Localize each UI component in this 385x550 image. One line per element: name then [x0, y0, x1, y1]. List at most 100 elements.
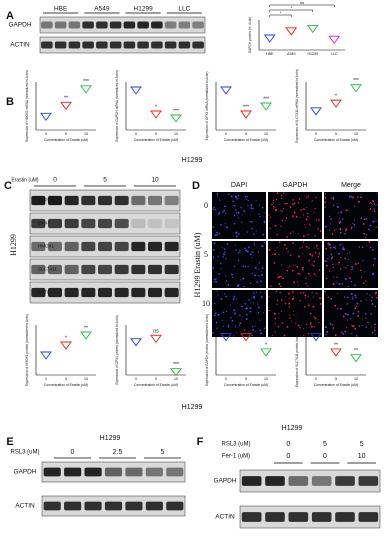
y-axis-title: Expression of GPX4 protein (normalized t…	[115, 315, 119, 384]
cell-dot	[342, 218, 344, 220]
y-axis-title: Expression of GAPDH mRNA (normalized to …	[115, 70, 119, 142]
cell-dot	[246, 313, 248, 316]
cell-dot	[342, 315, 345, 318]
cell-dot	[280, 210, 282, 212]
cell-dot	[213, 302, 216, 304]
blot-band	[31, 195, 46, 206]
blot-band	[98, 264, 112, 275]
cell-dot	[275, 290, 278, 293]
cell-dot	[235, 231, 237, 234]
cell-dot	[313, 326, 316, 328]
cell-dot	[375, 220, 377, 222]
cell-dot	[362, 282, 365, 285]
cell-dot	[259, 204, 261, 206]
x-axis-title: Concentration of Erastin (uM)	[44, 138, 88, 142]
cell-dot	[368, 241, 371, 244]
micrograph	[212, 192, 266, 239]
cell-dot	[370, 299, 372, 302]
cell-dot	[248, 299, 250, 301]
cell-dot	[350, 292, 353, 295]
cell-dot	[339, 231, 342, 234]
cell-dot	[361, 318, 363, 320]
violin	[130, 86, 142, 95]
cell-dot	[369, 224, 372, 227]
x-tick-label: 5	[245, 132, 247, 136]
cell-dot	[283, 334, 286, 337]
cell-dot	[372, 249, 374, 251]
cell-dot	[289, 317, 291, 319]
cell-dot	[272, 206, 275, 208]
blot-band	[81, 218, 96, 229]
blot-band	[137, 21, 149, 29]
cell-dot	[364, 313, 367, 315]
cell-dot	[337, 308, 339, 310]
cell-dot	[296, 281, 299, 283]
cell-dot	[281, 322, 283, 324]
dose-label: 5	[103, 177, 107, 184]
cell-dot	[365, 326, 368, 328]
cell-dot	[302, 266, 304, 269]
blot-band	[131, 287, 146, 298]
cell-dot	[341, 283, 343, 285]
cell-dot	[329, 322, 332, 325]
cell-dot	[215, 278, 217, 280]
cell-dot	[263, 241, 266, 244]
cell-dot	[255, 200, 257, 202]
blot-band	[311, 512, 332, 522]
cell-dot	[374, 293, 377, 295]
cell-dot	[215, 321, 218, 324]
cell-dot	[324, 326, 327, 329]
blot-band	[96, 21, 108, 29]
cell-dot	[231, 319, 234, 322]
significance: ***	[83, 79, 89, 85]
cell-dot	[286, 269, 289, 272]
cell-dot	[354, 284, 356, 286]
cell-dot	[351, 298, 354, 300]
cell-dot	[355, 263, 357, 265]
cell-dot	[301, 246, 303, 248]
blot-band	[98, 241, 112, 252]
blot-band	[81, 264, 96, 275]
blot-band	[48, 264, 62, 275]
cell-dot	[280, 299, 283, 302]
cell-dot	[259, 284, 261, 286]
cell-dot	[373, 208, 375, 210]
cell-dot	[237, 259, 240, 262]
cell-dot	[344, 266, 347, 269]
blot-band	[64, 264, 79, 275]
cell-dot	[288, 298, 290, 300]
x-axis-title: Concentration of Erastin (uM)	[134, 383, 178, 387]
blot-band	[265, 512, 285, 522]
cell-dot	[255, 291, 258, 294]
cell-dot	[235, 212, 238, 214]
cell-dot	[212, 248, 215, 251]
cell-dot	[216, 327, 218, 329]
cell-dot	[214, 234, 217, 237]
cell-dot	[325, 248, 328, 250]
cell-dot	[225, 310, 228, 313]
blot-band	[81, 287, 96, 298]
treatment-label: RSL3 (uM)	[221, 442, 250, 448]
x-tick-label: 5	[155, 377, 157, 381]
cell-dot	[286, 202, 288, 205]
cell-dot	[333, 276, 335, 278]
cell-dot	[308, 304, 310, 307]
cell-dot	[252, 251, 254, 254]
cell-dot	[365, 280, 367, 282]
x-tick-label: 0	[315, 132, 317, 136]
cell-dot	[261, 297, 263, 299]
blot-band	[125, 467, 143, 477]
cell-dot	[259, 280, 262, 283]
blot-band	[151, 41, 163, 49]
cell-dot	[249, 221, 251, 223]
cell-dot	[236, 197, 239, 200]
blot-band	[114, 218, 129, 229]
lane-label: A549	[94, 6, 110, 13]
blot-band	[192, 41, 204, 49]
significance: *	[335, 93, 337, 99]
x-tick-label: 0	[45, 377, 47, 381]
cell-dot	[311, 263, 313, 266]
cell-dot	[326, 330, 329, 333]
cell-dot	[303, 328, 305, 330]
lane-label: LLC	[178, 6, 190, 13]
